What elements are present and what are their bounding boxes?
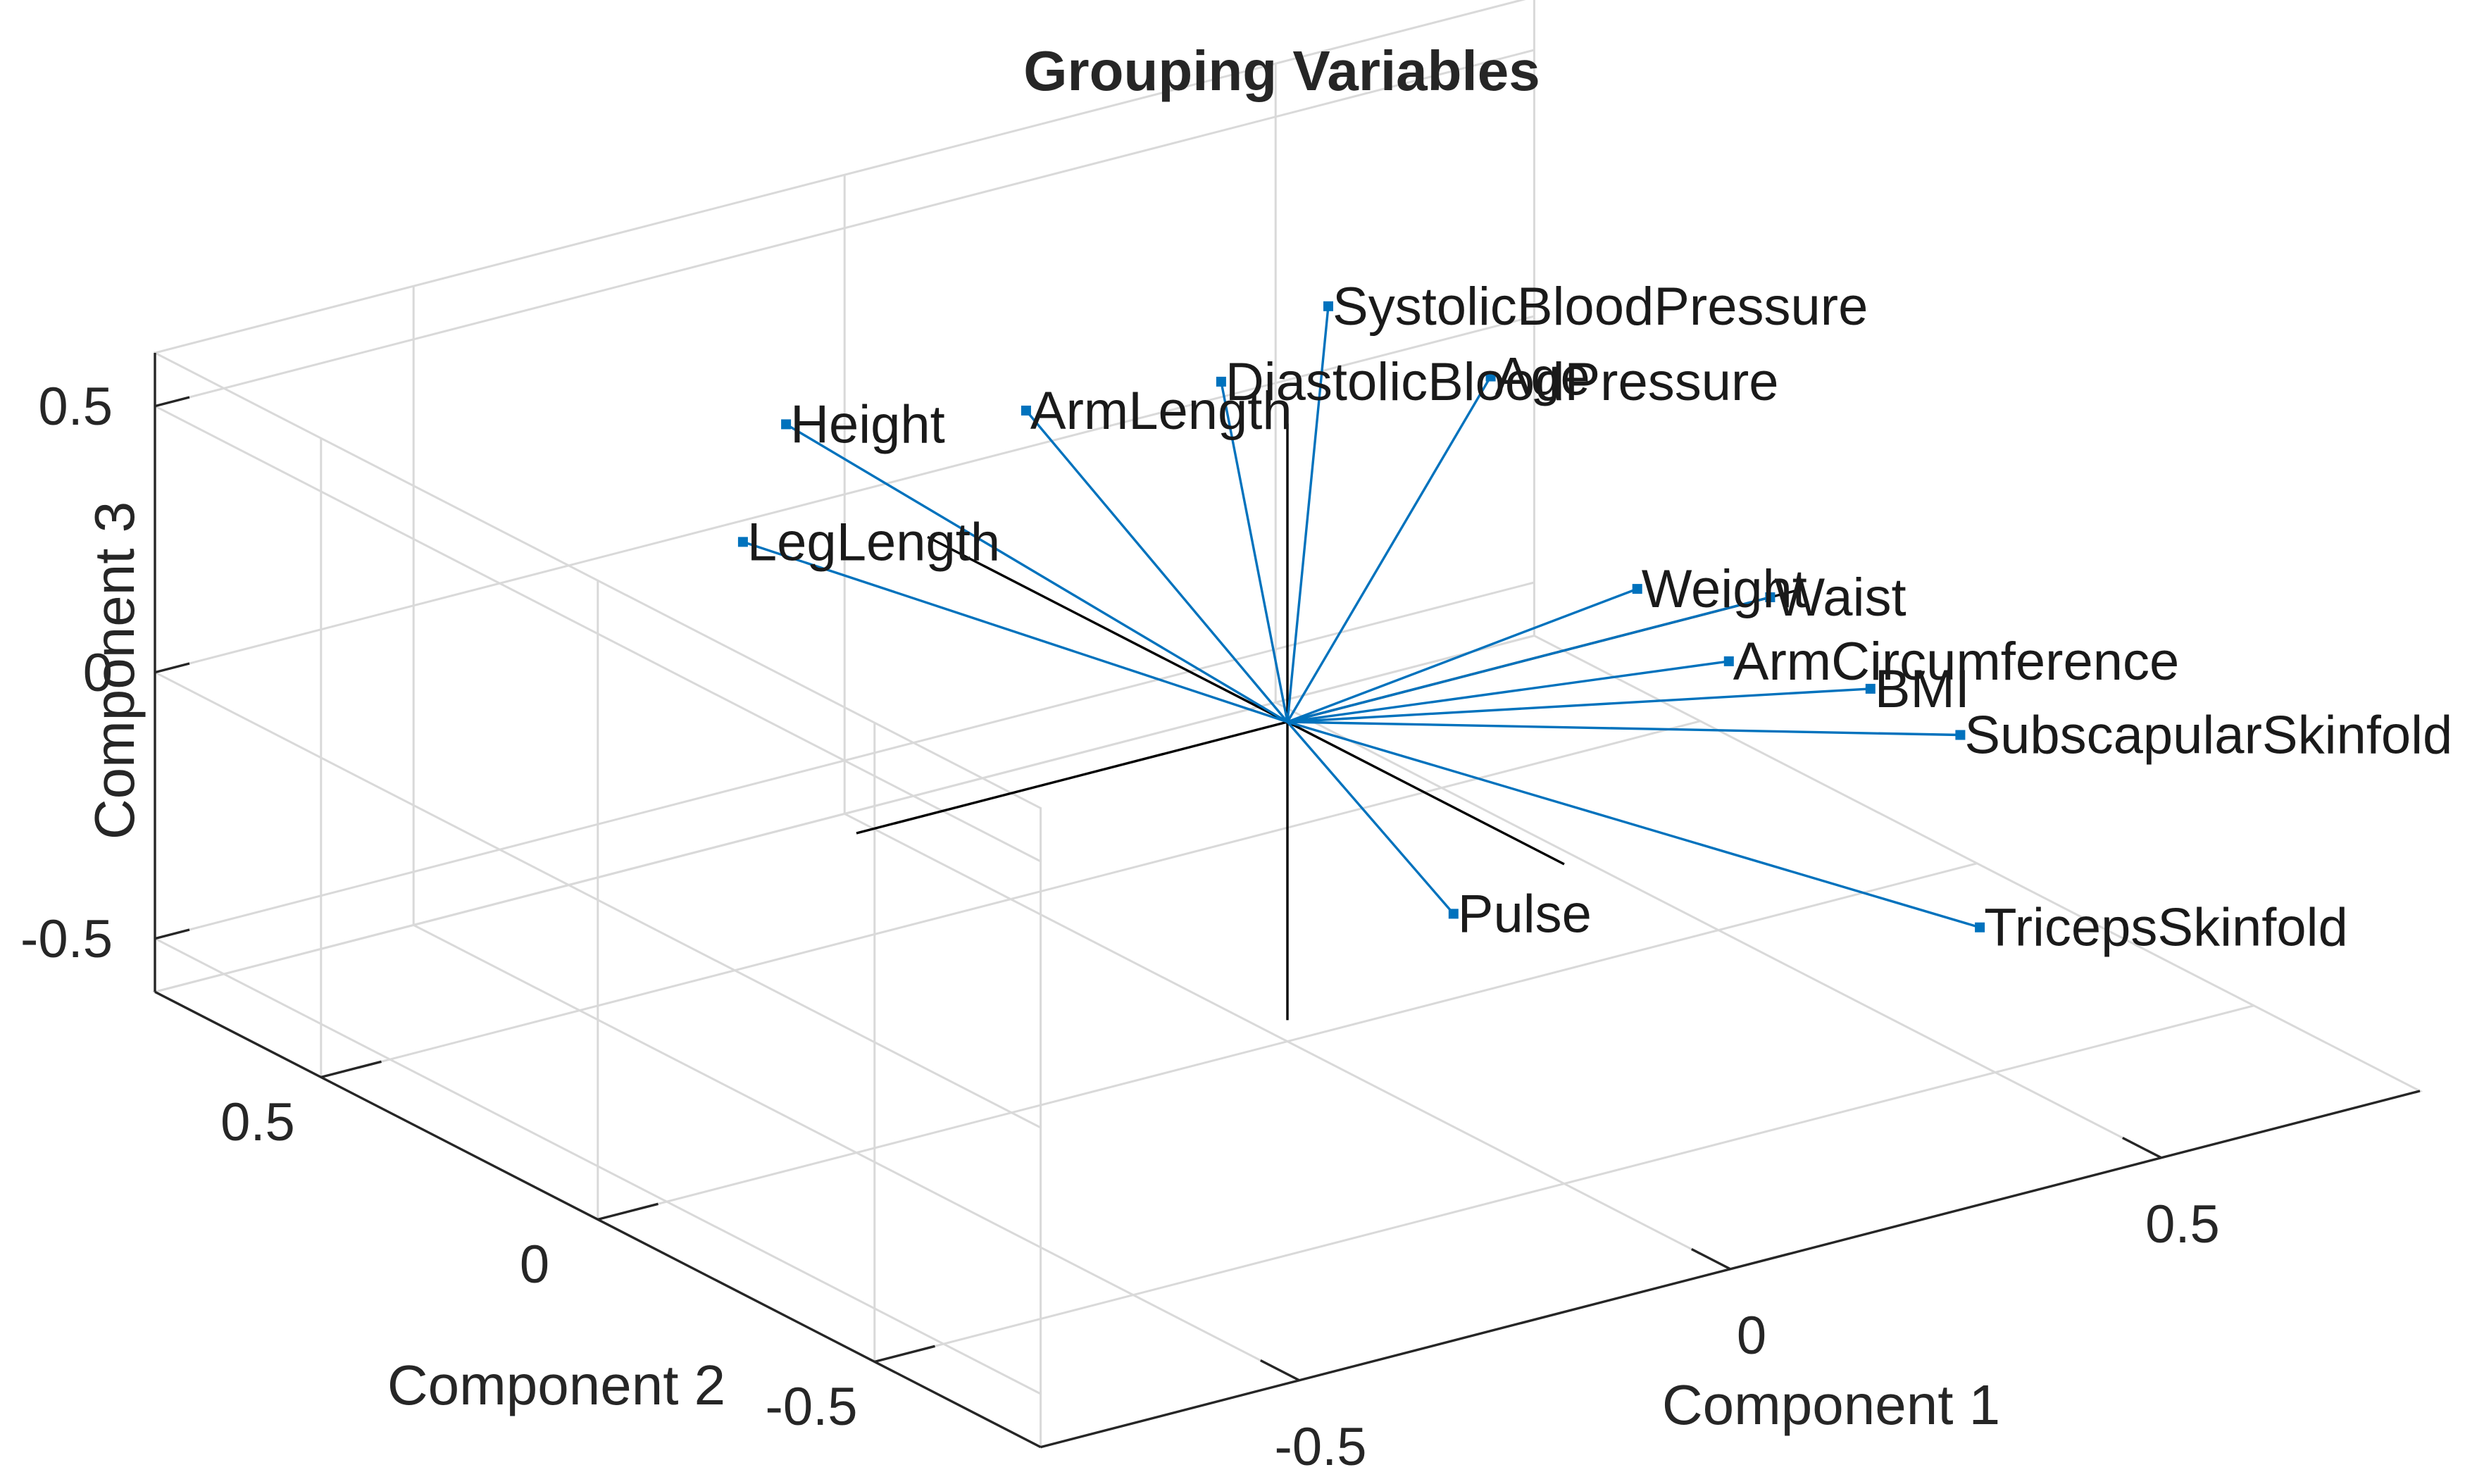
back-wall-gridline-z <box>154 405 1042 863</box>
floor-gridline-y <box>320 720 1701 1078</box>
variable-endpoint-marker <box>1975 922 1985 933</box>
x-tick-label: 0.5 <box>2145 1195 2220 1254</box>
variable-label: Weight <box>1642 559 1807 619</box>
x-tick-mark <box>2122 1136 2162 1159</box>
variable-label: TricepsSkinfold <box>1984 898 2348 958</box>
variable-endpoint-marker <box>1323 301 1333 311</box>
variable-vector <box>1287 721 1961 737</box>
z-tick-mark <box>154 928 190 940</box>
z-axis-label: Component 3 <box>83 501 146 840</box>
variable-label: LegLength <box>747 512 1000 572</box>
y-tick-label: 0 <box>520 1235 549 1295</box>
variable-vector <box>1286 721 1455 915</box>
side-wall-gridline-z <box>154 49 1535 408</box>
variable-endpoint-marker <box>1865 683 1876 694</box>
origin-axis-component-2 <box>927 535 1565 866</box>
y-tick-mark <box>874 1345 935 1364</box>
side-wall-gridline-z <box>154 315 1535 674</box>
z-tick-label: -0.5 <box>20 909 113 969</box>
labels-layer: SystolicBloodPressure AgeDiastolicBloodPr… <box>747 277 2452 958</box>
variable-label: Height <box>790 394 945 454</box>
variable-label: DiastolicBloodPressure <box>1225 352 1779 412</box>
variable-endpoint-marker <box>1632 584 1642 594</box>
floor-gridline-y <box>597 862 1978 1221</box>
x-axis-label: Component 1 <box>1662 1373 2000 1436</box>
variable-label: Pulse <box>1458 884 1592 944</box>
variable-vector <box>1287 587 1638 723</box>
z-tick-mark <box>154 662 190 674</box>
z-tick-label: 0.5 <box>38 377 113 437</box>
variable-label: Waist <box>1774 568 1906 628</box>
variable-vector <box>1287 660 1730 723</box>
variable-vector <box>1286 375 1492 723</box>
variable-endpoint-marker <box>1216 376 1226 387</box>
variable-vector <box>1287 596 1771 723</box>
variable-endpoint-marker <box>1955 730 1966 740</box>
variable-label: SubscapularSkinfold <box>1964 706 2452 766</box>
x-tick-label: 0 <box>1737 1306 1766 1366</box>
variable-endpoint-marker <box>1448 909 1459 919</box>
floor-gridline-x <box>1275 702 2162 1159</box>
variable-vector <box>1287 721 1980 929</box>
y-tick-label: -0.5 <box>766 1377 858 1437</box>
variable-vector <box>785 423 1288 723</box>
z-tick-label: 0 <box>83 643 113 703</box>
variable-vector <box>1220 381 1289 723</box>
grid-layer <box>151 0 2423 1449</box>
variable-endpoint-marker <box>1485 371 1496 382</box>
chart-title: Grouping Variables <box>1023 39 1540 102</box>
variable-label: ArmCircumference <box>1733 632 2179 692</box>
variable-label: BMI <box>1875 659 1970 719</box>
variable-label: SystolicBloodPressure <box>1333 277 1868 337</box>
variable-endpoint-marker <box>1765 592 1776 602</box>
variable-endpoint-marker <box>1021 405 1031 416</box>
x-tick-mark <box>1691 1247 1731 1271</box>
z-tick-mark <box>154 396 190 408</box>
variable-vector <box>1287 687 1871 723</box>
variable-endpoint-marker <box>737 537 748 547</box>
variable-vector <box>1025 409 1289 723</box>
variable-vector <box>1286 306 1330 723</box>
x-tick-label: -0.5 <box>1275 1417 1367 1477</box>
back-wall-gridline-z <box>154 671 1042 1129</box>
variable-endpoint-marker <box>781 419 792 430</box>
y-tick-mark <box>320 1060 382 1079</box>
variable-endpoint-marker <box>1723 656 1734 666</box>
x-tick-mark <box>1260 1359 1300 1382</box>
variable-vector <box>742 540 1288 723</box>
y-tick-mark <box>597 1202 659 1221</box>
vectors-layer <box>737 301 1985 933</box>
variable-label: Age <box>1495 347 1590 407</box>
y-tick-label: 0.5 <box>220 1092 295 1152</box>
y-axis-label: Component 2 <box>387 1354 725 1416</box>
variable-label: ArmLength <box>1030 381 1292 441</box>
